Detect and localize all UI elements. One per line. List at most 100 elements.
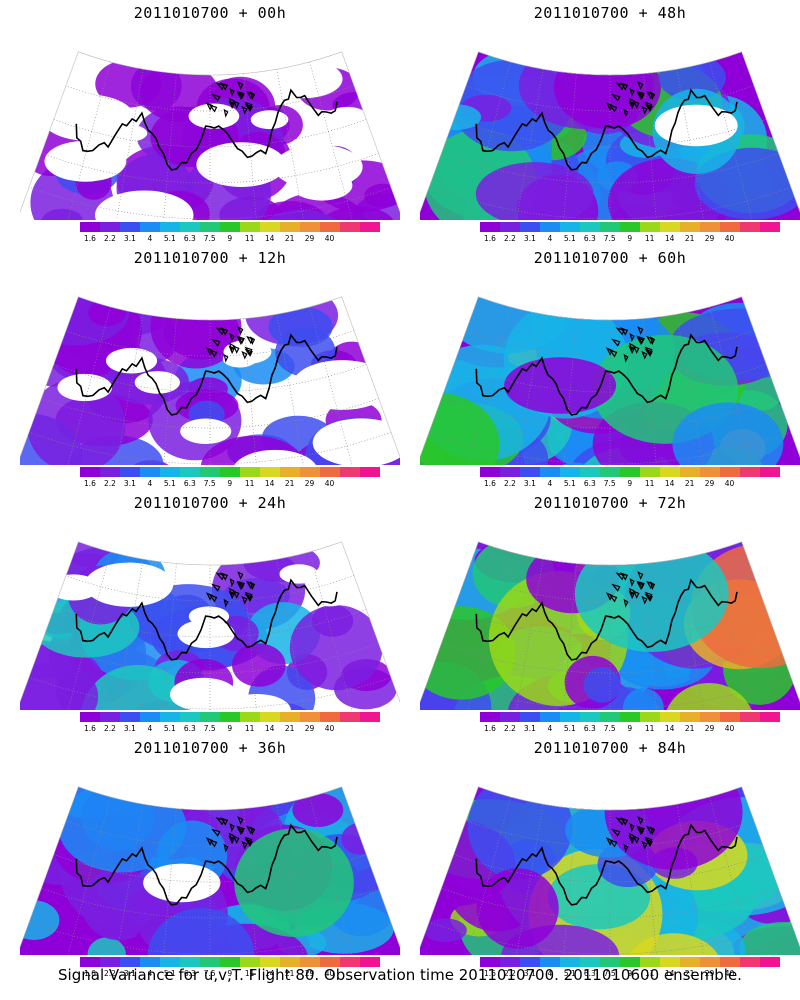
variance-contour: [80, 664, 196, 710]
colorbar-tick-label: 2.2: [503, 724, 516, 733]
blank-region: [312, 418, 400, 465]
island-outline: [623, 353, 629, 363]
island-outline: [632, 590, 640, 599]
colorbar-swatch: [220, 712, 240, 722]
blank-region: [224, 693, 292, 710]
colorbar-tick-label: 11: [244, 969, 255, 978]
colorbar-swatch: [620, 712, 640, 722]
variance-contour: [663, 682, 755, 710]
island-outline: [232, 835, 240, 844]
island-outline: [623, 843, 629, 853]
coastline: [75, 578, 338, 661]
latitude-line: [53, 119, 367, 148]
longitude-line: [309, 61, 357, 220]
blank-region: [654, 104, 738, 147]
map-boundary: [20, 786, 400, 948]
colorbar-swatch: [640, 467, 660, 477]
variance-contour: [442, 296, 572, 354]
latitude-line: [41, 397, 379, 429]
colorbar-swatch: [480, 467, 500, 477]
latitude-line: [465, 85, 755, 112]
island-outline: [632, 835, 640, 844]
island-outline: [219, 327, 229, 336]
colorbar-swatch: [200, 467, 220, 477]
island-outline: [619, 817, 629, 826]
colorbar-tick-label: 21: [684, 479, 695, 488]
island-outline: [628, 100, 635, 110]
forecast-map-panel: 2011010700 + 72h 1.6 2.2 3.1 4 5.1 6.3 7.5 9 11 14…: [420, 490, 800, 733]
latitude-line: [65, 820, 355, 847]
colorbar-swatch: [480, 957, 500, 967]
coastline: [75, 88, 338, 171]
colorbar-swatch: [120, 467, 140, 477]
colorbar-tick-label: 3.1: [523, 234, 536, 243]
colorbar-tick-label: 40: [724, 969, 735, 978]
forecast-map-panel: 2011010700 + 36h 1.6 2.2 3.1 4 5.1 6.3 7.5 9 11 14…: [20, 735, 400, 978]
panel-title: 2011010700 + 72h: [533, 494, 687, 512]
island-outline: [228, 100, 235, 110]
forecast-map-panel: 2011010700 + 24h 1.6 2.2 3.1 4 5.1 6.3 7.5 9 11 14…: [20, 490, 400, 733]
island-outline: [641, 595, 648, 605]
forecast-map-panel: 2011010700 + 60h 1.6 2.2 3.1 4 5.1 6.3 7.5 9 11 14…: [420, 245, 800, 488]
longitude-line: [160, 318, 177, 465]
island-outline: [636, 580, 645, 589]
island-outline: [644, 103, 653, 112]
colorbar-swatch: [100, 222, 120, 232]
colorbar-tick-label: 21: [684, 234, 695, 243]
colorbar-swatch: [760, 957, 780, 967]
colorbar-tick-label: 11: [644, 969, 655, 978]
island-outline: [637, 81, 644, 90]
map-boundary: [20, 541, 400, 703]
colorbar-tick-label: 40: [324, 234, 335, 243]
island-outline: [611, 93, 621, 102]
colorbar-tick-label: 14: [264, 724, 275, 733]
latitude-line: [65, 85, 355, 112]
island-outline: [615, 572, 625, 581]
blank-region: [222, 350, 257, 368]
colorbar-swatch: [700, 712, 720, 722]
colorbar-swatch: [500, 222, 520, 232]
colorbar-swatch: [340, 222, 360, 232]
colorbar-tick-label: 14: [264, 969, 275, 978]
panel-title: 2011010700 + 12h: [133, 249, 287, 267]
island-outline: [636, 335, 645, 344]
colorbar-swatch: [300, 957, 320, 967]
island-outline: [629, 578, 635, 588]
colorbar-swatch: [260, 467, 280, 477]
blank-region: [326, 106, 369, 128]
variance-contour: [739, 921, 800, 955]
island-outline: [249, 826, 256, 836]
island-outline: [232, 590, 240, 599]
island-outline: [237, 571, 244, 580]
latitude-line: [453, 119, 767, 148]
panel-title: 2011010700 + 60h: [533, 249, 687, 267]
colorbar-tick-label: 1.6: [84, 234, 96, 243]
colorbar-tick-label: 29: [704, 969, 715, 978]
longitude-line: [160, 73, 177, 220]
colorbar-swatch: [520, 712, 540, 722]
colorbar-swatch: [520, 957, 540, 967]
island-outline: [615, 82, 625, 91]
colorbar-tick-label: 5.1: [163, 969, 176, 978]
colorbar: [480, 222, 780, 232]
colorbar-swatch: [280, 957, 300, 967]
colorbar-tick-label: 1.6: [484, 969, 496, 978]
colorbar-swatch: [260, 712, 280, 722]
blank-region: [180, 418, 232, 445]
colorbar-tick-label: 7.5: [603, 479, 616, 488]
colorbar-labels: 1.6 2.2 3.1 4 5.1 6.3 7.5 9 11 14 21 29 40: [480, 234, 780, 244]
variance-contour: [420, 392, 500, 465]
colorbar-tick-label: 29: [704, 724, 715, 733]
colorbar-swatch: [360, 712, 380, 722]
blank-region: [57, 373, 113, 402]
colorbar-swatch: [580, 467, 600, 477]
island-outline: [229, 333, 235, 343]
island-outline: [241, 350, 248, 360]
colorbar-tick-label: 14: [264, 479, 275, 488]
colorbar-swatch: [80, 712, 100, 722]
colorbar-tick-label: 2.2: [503, 479, 516, 488]
latitude-line: [465, 820, 755, 847]
colorbar-swatch: [220, 957, 240, 967]
colorbar-labels: 1.6 2.2 3.1 4 5.1 6.3 7.5 9 11 14 21 29 40: [480, 479, 780, 489]
colorbar-swatch: [140, 467, 160, 477]
